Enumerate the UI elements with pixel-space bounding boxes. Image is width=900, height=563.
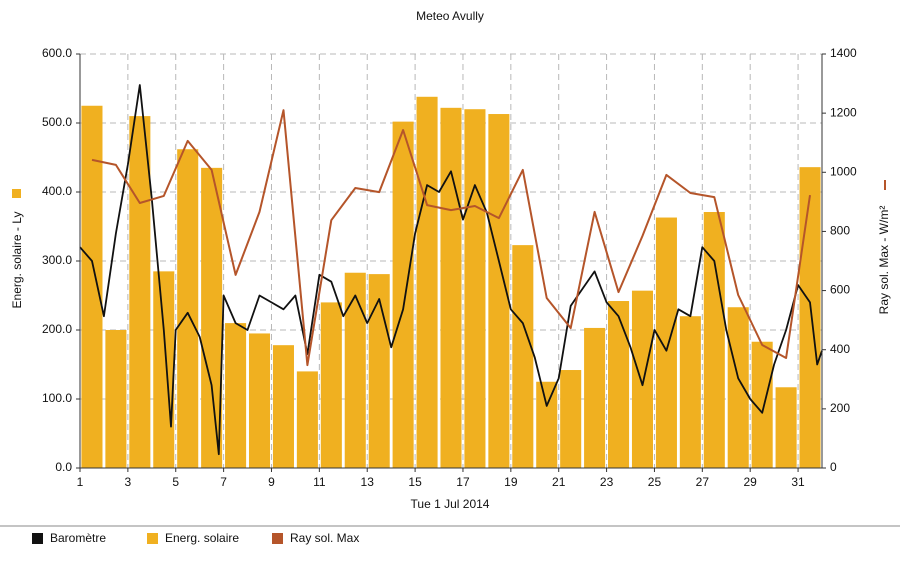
bar [464, 109, 486, 468]
bar [799, 167, 821, 468]
bar [679, 316, 701, 468]
y-tick-label: 100.0 [42, 391, 72, 405]
x-tick-label: 21 [552, 475, 566, 489]
bar [177, 149, 199, 468]
bar [440, 107, 462, 468]
bar [512, 245, 534, 468]
y-tick-label: 500.0 [42, 115, 72, 129]
legend-label: Ray sol. Max [290, 531, 359, 545]
bar [584, 327, 606, 468]
y-tick-label: 300.0 [42, 253, 72, 267]
y2-tick-label: 1000 [830, 164, 857, 178]
bar [201, 167, 223, 468]
bar [392, 121, 414, 469]
x-tick-label: 25 [648, 475, 662, 489]
bar [272, 345, 294, 468]
bar [631, 290, 654, 468]
bar [727, 307, 749, 468]
bar [608, 301, 630, 468]
x-axis-label: Tue 1 Jul 2014 [411, 497, 490, 511]
legend-swatch [147, 533, 158, 544]
x-tick-label: 23 [600, 475, 614, 489]
bar [105, 330, 127, 468]
x-tick-label: 17 [456, 475, 470, 489]
y2-tick-label: 400 [830, 342, 850, 356]
legend-label: Energ. solaire [165, 531, 239, 545]
bar [775, 387, 797, 468]
x-tick-label: 5 [172, 475, 179, 489]
y-axis-label: Energ. solaire - Ly [10, 212, 24, 309]
y-tick-label: 200.0 [42, 322, 72, 336]
line [79, 84, 823, 456]
x-tick-label: 31 [791, 475, 805, 489]
bar [225, 323, 247, 468]
y2-tick-label: 200 [830, 401, 850, 415]
bar [248, 333, 271, 468]
y2-tick-label: 1200 [830, 105, 857, 119]
y-tick-label: 400.0 [42, 184, 72, 198]
bar [320, 302, 342, 468]
bar [344, 272, 366, 468]
bar [81, 105, 103, 468]
x-tick-label: 3 [125, 475, 132, 489]
bar [488, 114, 510, 468]
x-tick-label: 13 [361, 475, 375, 489]
x-tick-label: 27 [696, 475, 710, 489]
bar [153, 271, 175, 468]
x-tick-label: 7 [220, 475, 227, 489]
bar [368, 274, 390, 468]
x-tick-label: 11 [313, 475, 326, 489]
bar [655, 217, 677, 468]
y-axis-legend-swatch [12, 189, 21, 198]
x-tick-label: 15 [408, 475, 422, 489]
y2-tick-label: 800 [830, 224, 850, 238]
x-tick-label: 1 [77, 475, 84, 489]
chart-title: Meteo Avully [416, 9, 484, 23]
bar [560, 370, 582, 468]
bar [703, 212, 725, 468]
y2-tick-label: 600 [830, 283, 850, 297]
bar [129, 116, 151, 468]
x-tick-label: 9 [268, 475, 275, 489]
y-tick-label: 0.0 [55, 460, 72, 474]
x-tick-label: 19 [504, 475, 518, 489]
legend-label: Baromètre [50, 531, 106, 545]
bar [751, 341, 773, 468]
y2-tick-label: 0 [830, 460, 837, 474]
y-tick-label: 600.0 [42, 46, 72, 60]
y2-axis-label: Ray sol. Max - W/m² [877, 206, 891, 315]
x-tick-label: 29 [744, 475, 758, 489]
y2-tick-label: 1400 [830, 46, 857, 60]
line [91, 109, 811, 367]
legend-swatch [32, 533, 43, 544]
bar [536, 381, 558, 468]
bar [296, 371, 318, 468]
legend-swatch [272, 533, 283, 544]
bar [416, 96, 438, 468]
